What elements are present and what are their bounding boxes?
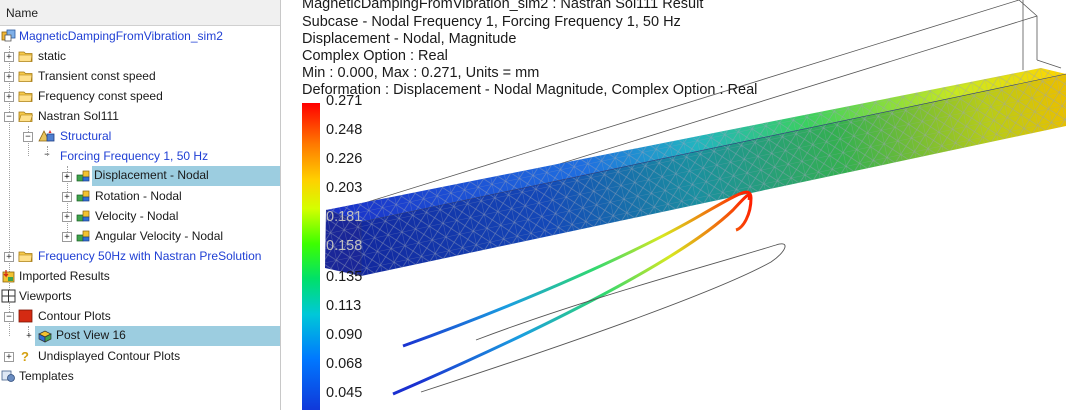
tree-item-templates[interactable]: Templates bbox=[0, 367, 280, 386]
collapse-toggle[interactable]: − bbox=[4, 312, 14, 322]
structural-solution-icon bbox=[38, 130, 55, 142]
tree-item-undisplayed-contour-plots[interactable]: + ? Undisplayed Contour Plots bbox=[0, 347, 280, 366]
tree-item-velocity-nodal[interactable]: + Velocity - Nodal bbox=[0, 207, 280, 226]
expand-toggle[interactable]: + bbox=[4, 252, 14, 262]
collapse-toggle[interactable]: − bbox=[44, 150, 50, 160]
legend-tick: 0.158 bbox=[326, 238, 363, 254]
tree-item-displacement-nodal[interactable]: Displacement - Nodal bbox=[92, 166, 280, 186]
reference-loop bbox=[420, 243, 786, 393]
question-icon: ? bbox=[21, 349, 29, 364]
tree-item-imported-results[interactable]: Imported Results bbox=[0, 267, 280, 286]
column-header-name[interactable]: Name bbox=[0, 0, 280, 26]
legend-tick: 0.068 bbox=[326, 356, 363, 372]
tree-item-label: MagneticDampingFromVibration_sim2 bbox=[19, 29, 223, 43]
tree-guide-line bbox=[28, 326, 29, 336]
folder-icon bbox=[18, 51, 33, 62]
legend-tick: 0.135 bbox=[326, 269, 363, 285]
post-view-icon bbox=[38, 330, 52, 343]
legend-tick: 0.248 bbox=[326, 122, 363, 138]
tree-item-label: Viewports bbox=[19, 289, 72, 303]
result-min-max: Min : 0.000, Max : 0.271, Units = mm bbox=[302, 65, 540, 81]
templates-icon bbox=[1, 370, 15, 382]
contour-plot-icon bbox=[18, 309, 33, 323]
folder-icon bbox=[18, 71, 33, 82]
color-legend-bar bbox=[302, 103, 320, 410]
expand-toggle[interactable]: + bbox=[4, 72, 14, 82]
tree-item-label: Angular Velocity - Nodal bbox=[95, 229, 224, 243]
tree-item-label: Templates bbox=[19, 369, 74, 383]
legend-tick: 0.181 bbox=[326, 209, 363, 225]
imported-results-icon bbox=[2, 270, 15, 283]
legend-tick: 0.090 bbox=[326, 327, 363, 343]
beam-end-mesh bbox=[325, 210, 361, 276]
folder-open-icon bbox=[18, 111, 33, 122]
viewports-icon bbox=[1, 289, 16, 303]
expand-toggle[interactable]: + bbox=[62, 192, 72, 202]
tree-guide-line bbox=[9, 46, 10, 336]
result-icon bbox=[76, 170, 90, 182]
legend-tick: 0.271 bbox=[326, 93, 363, 109]
tree-item-forcing-frequency[interactable]: − Forcing Frequency 1, 50 Hz bbox=[0, 147, 280, 166]
expand-toggle[interactable]: + bbox=[4, 92, 14, 102]
tree-item-label: Velocity - Nodal bbox=[95, 209, 179, 223]
expand-toggle[interactable]: + bbox=[26, 331, 32, 341]
expand-toggle[interactable]: + bbox=[62, 212, 72, 222]
tree-item-post-view-16[interactable]: + Post View 16 bbox=[26, 326, 280, 346]
folder-icon bbox=[18, 251, 33, 262]
tree-item-label: Frequency 50Hz with Nastran PreSolution bbox=[38, 249, 262, 263]
tree-item-contour-plots[interactable]: − Contour Plots bbox=[0, 307, 280, 326]
result-deformation: Deformation : Displacement - Nodal Magni… bbox=[302, 82, 758, 98]
tree-item-transient-const-speed[interactable]: + Transient const speed bbox=[0, 67, 280, 86]
collapse-toggle[interactable]: − bbox=[23, 132, 33, 142]
tree-item-label: Nastran Sol111 bbox=[38, 109, 119, 123]
result-icon bbox=[76, 210, 90, 222]
deformation-trace-lower bbox=[392, 193, 751, 396]
result-quantity: Displacement - Nodal, Magnitude bbox=[302, 31, 517, 47]
beam-front-mesh bbox=[361, 74, 1066, 276]
beam-top-mesh bbox=[326, 68, 1066, 222]
folder-icon bbox=[18, 91, 33, 102]
result-icon bbox=[76, 190, 90, 202]
result-title: MagneticDampingFromVibration_sim2 : Nast… bbox=[302, 0, 704, 12]
expand-toggle[interactable]: + bbox=[62, 172, 72, 182]
sim-file-icon bbox=[1, 29, 16, 42]
simulation-navigator: Name MagneticDampingFromVibration_sim2 +… bbox=[0, 0, 281, 410]
deformation-trace-upper bbox=[402, 190, 753, 348]
tree-item-angular-velocity-nodal[interactable]: + Angular Velocity - Nodal bbox=[0, 227, 280, 246]
tree-item-label: static bbox=[38, 49, 67, 63]
expand-toggle[interactable]: + bbox=[62, 232, 72, 242]
legend-tick: 0.203 bbox=[326, 180, 363, 196]
legend-tick: 0.226 bbox=[326, 151, 363, 167]
tree-item-label: Structural bbox=[60, 129, 112, 143]
tree-item-rotation-nodal[interactable]: + Rotation - Nodal bbox=[0, 187, 280, 206]
result-complex-option: Complex Option : Real bbox=[302, 48, 448, 64]
tree-item-nastran-sol111[interactable]: − Nastran Sol111 bbox=[0, 107, 280, 126]
tree-item-label: Frequency const speed bbox=[38, 89, 163, 103]
tree-item-label: Post View 16 bbox=[56, 328, 126, 342]
expand-toggle[interactable]: + bbox=[4, 352, 14, 362]
result-icon bbox=[76, 230, 90, 242]
tree-item-structural[interactable]: − Structural bbox=[0, 127, 280, 146]
tree-item-sim[interactable]: MagneticDampingFromVibration_sim2 bbox=[0, 27, 280, 46]
deformed-beam-model bbox=[325, 0, 1067, 396]
tree-guide-line bbox=[47, 146, 48, 156]
tree-item-label: Transient const speed bbox=[38, 69, 156, 83]
graphics-viewport[interactable]: MagneticDampingFromVibration_sim2 : Nast… bbox=[281, 0, 1077, 410]
tree-guide-line bbox=[67, 166, 68, 238]
result-subcase: Subcase - Nodal Frequency 1, Forcing Fre… bbox=[302, 14, 681, 30]
tree-item-label: Displacement - Nodal bbox=[94, 168, 209, 182]
tree-item-label: Undisplayed Contour Plots bbox=[38, 349, 181, 363]
tree-item-label: Forcing Frequency 1, 50 Hz bbox=[60, 149, 209, 163]
tree-item-frequency-50hz-presolution[interactable]: + Frequency 50Hz with Nastran PreSolutio… bbox=[0, 247, 280, 266]
collapse-toggle[interactable]: − bbox=[4, 112, 14, 122]
legend-tick: 0.113 bbox=[326, 298, 362, 314]
expand-toggle[interactable]: + bbox=[4, 52, 14, 62]
legend-tick: 0.045 bbox=[326, 385, 363, 401]
tree-item-label: Imported Results bbox=[19, 269, 110, 283]
tree-item-label: Rotation - Nodal bbox=[95, 189, 182, 203]
tree-item-static[interactable]: + static bbox=[0, 47, 280, 66]
tree-item-label: Contour Plots bbox=[38, 309, 111, 323]
tree-item-frequency-const-speed[interactable]: + Frequency const speed bbox=[0, 87, 280, 106]
tree-item-viewports[interactable]: Viewports bbox=[0, 287, 280, 306]
